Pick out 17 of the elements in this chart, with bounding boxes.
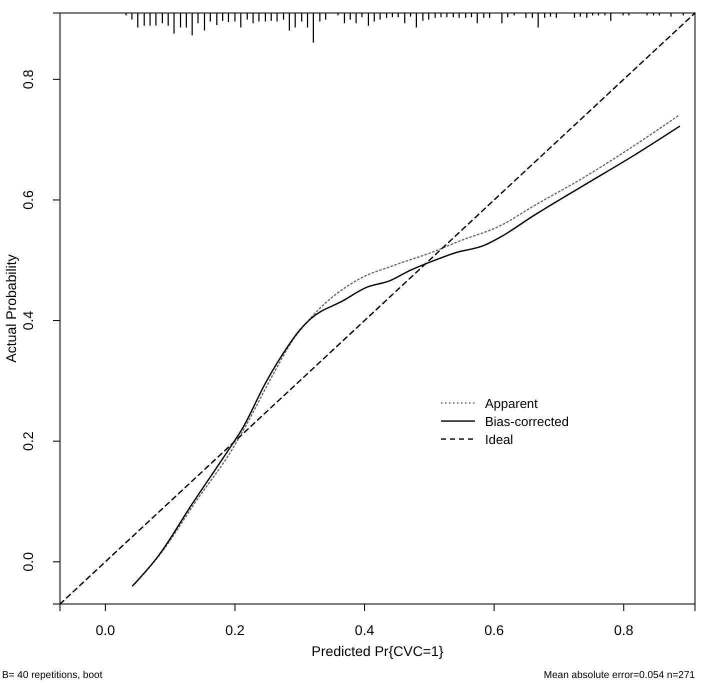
x-tick-label: 0.2	[225, 622, 245, 638]
x-tick-label: 0.4	[354, 622, 374, 638]
legend-label: Bias-corrected	[485, 414, 569, 430]
x-tick-label: 0.0	[96, 622, 116, 638]
legend-label: Apparent	[485, 396, 538, 412]
legend-label: Ideal	[485, 432, 514, 448]
text: Mean absolute error=0.054 n=271	[544, 670, 696, 681]
text: B= 40 repetitions, boot	[2, 670, 103, 681]
x-axis-title: Predicted Pr{CVC=1}	[312, 643, 444, 659]
y-tick-label: 0.2	[20, 431, 36, 451]
y-tick-label: 0.6	[20, 190, 36, 210]
y-tick-label: 0.8	[20, 69, 36, 90]
y-tick-label: 0.4	[20, 310, 36, 330]
y-tick-label: 0.0	[20, 552, 36, 572]
x-tick-label: 0.6	[484, 622, 504, 638]
y-axis-title: Actual Probability	[3, 254, 19, 363]
x-tick-label: 0.8	[614, 622, 634, 638]
